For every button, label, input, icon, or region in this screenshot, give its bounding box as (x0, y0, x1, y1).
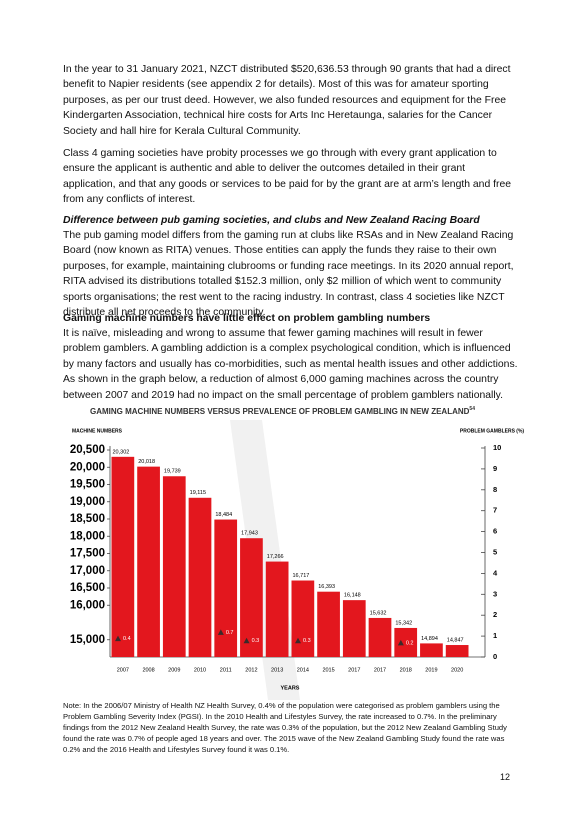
x-tick-label: 2010 (194, 667, 206, 673)
x-tick-label: 2012 (245, 667, 257, 673)
y-tick-label: 18,000 (70, 530, 105, 542)
value-label: 18,484 (215, 512, 232, 518)
paragraph: The pub gaming model differs from the ga… (63, 230, 514, 319)
y2-tick-label: 9 (493, 464, 497, 473)
marker (397, 639, 404, 646)
marker (217, 629, 224, 635)
marker (295, 637, 301, 644)
bar (317, 591, 340, 657)
marker-label: 0.3 (252, 638, 260, 644)
title-note: 54 (469, 406, 475, 412)
y2-tick-label: 0 (493, 652, 497, 661)
marker (243, 637, 250, 644)
y-tick-label: 18,500 (70, 513, 105, 525)
marker-label: 0.7 (226, 630, 234, 636)
y-tick-label: 16,500 (70, 582, 105, 594)
bar (394, 627, 418, 657)
x-tick-label: 2013 (271, 667, 283, 673)
y-axis-title: MACHINE NUMBERS (72, 428, 123, 434)
page-number: 12 (500, 772, 511, 782)
y2-tick-label: 8 (493, 485, 497, 494)
paragraph: It is naïve, misleading and wrong to ass… (63, 328, 518, 401)
bar (291, 580, 315, 657)
x-tick-label: 2018 (400, 667, 412, 673)
y-tick-label: 20,500 (70, 444, 105, 456)
value-label: 15,342 (395, 620, 412, 626)
x-axis-title: YEARS (281, 685, 300, 691)
value-label: 19,739 (164, 469, 181, 475)
value-label: 16,393 (318, 584, 335, 590)
heading: Gaming machine numbers have little effec… (63, 313, 431, 324)
value-label: 14,894 (421, 636, 438, 642)
bar (420, 643, 443, 657)
value-label: 17,266 (267, 554, 284, 560)
bar (265, 561, 289, 657)
x-tick-label: 2008 (142, 667, 154, 673)
marker-label: 0.4 (123, 636, 131, 642)
x-tick-label: 2017 (348, 667, 360, 673)
y-tick-label: 17,000 (70, 565, 105, 577)
bar (162, 476, 186, 657)
chart-title: GAMING MACHINE NUMBERS VERSUS PREVALENCE… (90, 406, 475, 416)
value-label: 20,302 (113, 449, 130, 455)
value-label: 14,847 (447, 637, 464, 643)
chart: GAMING MACHINE NUMBERS VERSUS PREVALENCE… (70, 406, 525, 700)
y2-tick-label: 3 (493, 589, 497, 598)
marker (115, 635, 121, 642)
value-label: 16,148 (344, 593, 361, 599)
bar (188, 497, 212, 657)
x-tick-label: 2020 (451, 667, 463, 673)
paragraph: In the year to 31 January 2021, NZCT dis… (63, 64, 511, 137)
marker-label: 0.2 (406, 640, 414, 646)
bar (214, 519, 238, 657)
x-tick-label: 2015 (322, 667, 334, 673)
y2-tick-label: 4 (493, 568, 498, 577)
y2-tick-label: 6 (493, 527, 497, 536)
y-tick-label: 19,500 (70, 479, 105, 491)
note: Note: In the 2006/07 Ministry of Health … (63, 701, 507, 754)
y2-tick-label: 5 (493, 547, 497, 556)
value-label: 17,943 (241, 531, 258, 537)
y2-tick-label: 10 (493, 443, 501, 452)
y-tick-label: 16,000 (70, 599, 105, 611)
heading: Difference between pub gaming societies,… (63, 215, 480, 226)
y-tick-label: 17,500 (70, 548, 105, 560)
x-tick-label: 2009 (168, 667, 180, 673)
y-tick-label: 19,000 (70, 496, 105, 508)
value-label: 15,632 (370, 610, 387, 616)
y-tick-label: 15,000 (70, 634, 105, 646)
x-tick-label: 2019 (425, 667, 437, 673)
x-tick-label: 2011 (220, 667, 232, 673)
bar (240, 538, 263, 657)
bar (137, 466, 160, 657)
x-tick-label: 2014 (297, 667, 309, 673)
value-label: 20,018 (138, 459, 155, 465)
y2-axis-title: PROBLEM GAMBLERS (%) (460, 428, 525, 434)
bar (368, 617, 392, 657)
value-label: 19,115 (190, 490, 206, 496)
marker-label: 0.3 (303, 638, 311, 644)
bar (342, 600, 366, 657)
paragraph: Class 4 gaming societies have probity pr… (63, 148, 512, 206)
x-tick-label: 2017 (374, 667, 386, 673)
value-label: 16,717 (293, 573, 310, 579)
y-tick-label: 20,000 (70, 461, 105, 473)
bar (111, 456, 135, 657)
y2-tick-label: 1 (493, 631, 497, 640)
y2-tick-label: 7 (493, 506, 497, 515)
bar (445, 645, 469, 657)
x-tick-label: 2007 (117, 667, 129, 673)
y2-tick-label: 2 (493, 610, 497, 619)
